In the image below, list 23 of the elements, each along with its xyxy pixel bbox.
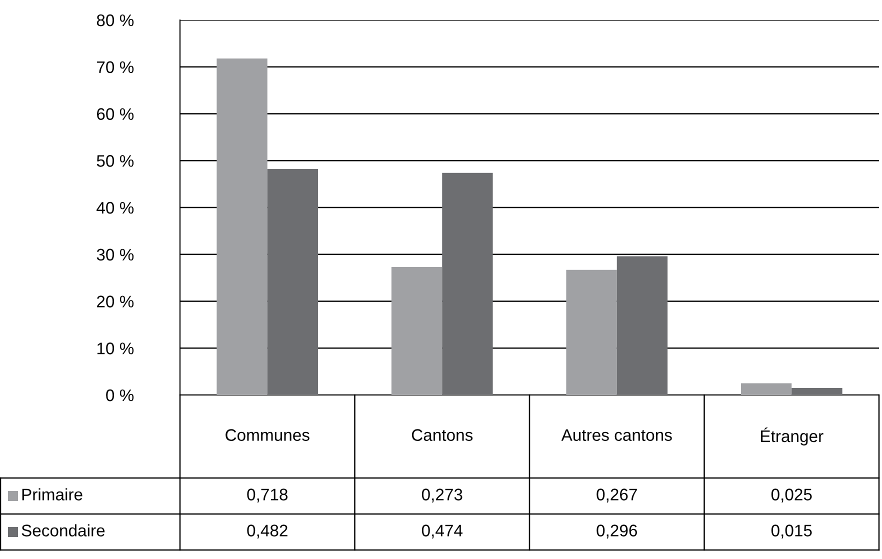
y-tick-label: 60 %: [97, 108, 134, 120]
x-tick-label: Cantons: [412, 429, 473, 441]
y-tick-label: 80 %: [96, 14, 134, 26]
data-label: 0,482: [247, 524, 288, 538]
data-label: 0,718: [247, 488, 288, 502]
data-label: 0,025: [771, 488, 812, 502]
legend-label: Primaire: [22, 488, 82, 500]
x-tick-label: Communes: [226, 429, 310, 441]
x-tick-label: Étranger: [761, 428, 824, 446]
y-tick-label: 0 %: [106, 389, 134, 402]
y-tick-label: 40 %: [96, 202, 134, 214]
legend-label: Secondaire: [22, 524, 105, 536]
y-tick-label: 70 %: [97, 61, 134, 74]
data-label: 0,267: [596, 488, 637, 502]
y-tick-label: 20 %: [97, 296, 134, 308]
data-label: 0,015: [771, 524, 812, 538]
y-tick-label: 50 %: [96, 155, 134, 167]
data-label: 0,474: [422, 524, 462, 538]
y-tick-label: 30 %: [96, 248, 134, 261]
y-tick-label: 10 %: [97, 342, 134, 354]
data-label: 0,296: [596, 524, 637, 538]
data-label: 0,273: [422, 488, 462, 502]
x-tick-label: Autres cantons: [561, 429, 672, 441]
